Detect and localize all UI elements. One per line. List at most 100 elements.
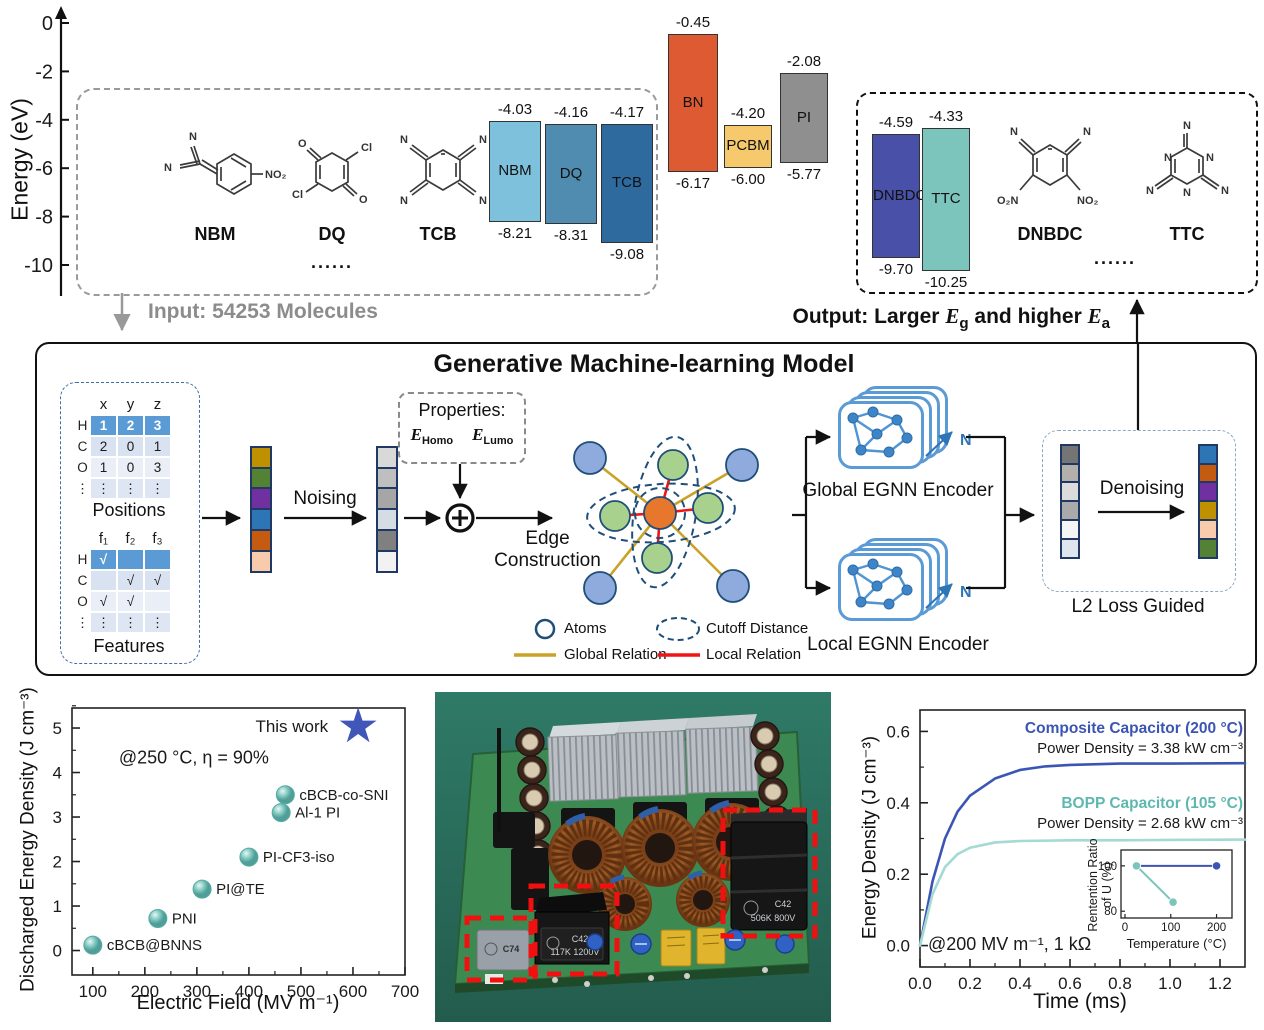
input-ellipsis: ...... xyxy=(310,252,353,272)
noised-vector xyxy=(376,445,398,573)
homo-value: -9.08 xyxy=(609,245,645,263)
svg-text:Power Density = 3.38 kW cm⁻³: Power Density = 3.38 kW cm⁻³ xyxy=(1037,740,1243,757)
lumo-value: -4.16 xyxy=(553,103,589,121)
molecule-name-dq: DQ xyxy=(318,224,346,244)
l2-loss-label: L2 Loss Guided xyxy=(1071,596,1205,617)
svg-text:cBCB@BNNS: cBCB@BNNS xyxy=(107,937,202,954)
svg-text:N: N xyxy=(1206,152,1214,164)
svg-text:0.2: 0.2 xyxy=(958,974,982,993)
svg-text:cBCB-co-SNI: cBCB-co-SNI xyxy=(299,787,388,804)
svg-text:Al-1 PI: Al-1 PI xyxy=(295,805,340,822)
molecule-name-tcb: TCB xyxy=(419,224,457,244)
time-chart-xlabel: Time (ms) xyxy=(1033,990,1127,1013)
svg-text:300: 300 xyxy=(183,982,211,1001)
input-caption: Input: 54253 Molecules xyxy=(148,300,378,323)
dq-structure: O Cl Cl O xyxy=(292,138,372,206)
output-caption: Output: Larger Eg and higher Ea xyxy=(792,304,1110,333)
svg-text:N: N xyxy=(1010,126,1018,138)
svg-text:600: 600 xyxy=(339,982,367,1001)
lumo-value: -4.20 xyxy=(730,104,766,122)
energy-bar-ttc: TTC xyxy=(922,127,970,272)
svg-text:@200 MV m⁻¹, 1 kΩ: @200 MV m⁻¹, 1 kΩ xyxy=(928,934,1091,954)
svg-text:0.4: 0.4 xyxy=(886,794,910,813)
svg-text:1.0: 1.0 xyxy=(1158,974,1182,993)
svg-text:0: 0 xyxy=(53,942,62,961)
local-encoder-label: Local EGNN Encoder xyxy=(807,634,989,655)
svg-text:0.8: 0.8 xyxy=(1108,974,1132,993)
nbm-structure: N N NO₂ xyxy=(164,131,287,195)
properties-box: Properties: EHomo ELumo xyxy=(398,392,526,464)
svg-text:Cl: Cl xyxy=(361,142,372,154)
svg-text:★: ★ xyxy=(337,700,380,753)
svg-text:N: N xyxy=(1164,152,1172,164)
output-molecules-box xyxy=(856,92,1258,294)
svg-text:N: N xyxy=(479,195,487,207)
molecular-graph xyxy=(573,435,759,605)
svg-text:100: 100 xyxy=(79,982,107,1001)
svg-text:200: 200 xyxy=(1207,922,1226,934)
svg-text:Temperature (°C): Temperature (°C) xyxy=(1127,936,1227,951)
noising-label: Noising xyxy=(293,488,357,509)
scatter-xlabel: Electric Field (MV m⁻¹) xyxy=(136,992,340,1014)
lumo-value: -4.17 xyxy=(609,103,645,121)
power-board-photo: C74 C42 117K 1200V C42 506K 800V xyxy=(435,692,831,1022)
svg-text:BOPP Capacitor (105 °C): BOPP Capacitor (105 °C) xyxy=(1061,795,1243,812)
svg-text:N: N xyxy=(1146,185,1154,197)
black-film-capacitor-right: C42 506K 800V xyxy=(730,808,808,931)
svg-text:N: N xyxy=(164,162,172,174)
ttc-structure: N N N N N N xyxy=(1146,120,1229,199)
lumo-value: -4.33 xyxy=(928,107,964,125)
energy-bar-label: PCBM xyxy=(726,137,770,155)
molecule-name-dnbdc: DNBDC xyxy=(1017,224,1083,244)
svg-text:400: 400 xyxy=(235,982,263,1001)
local-n-label: N xyxy=(960,584,972,601)
energy-bar-nbm: NBM xyxy=(489,120,541,222)
svg-text:100: 100 xyxy=(1098,861,1117,873)
energy-bar-tcb: TCB xyxy=(601,123,653,243)
latent-vector xyxy=(1060,443,1080,559)
svg-text:of U (%): of U (%) xyxy=(1100,862,1114,908)
svg-text:NO₂: NO₂ xyxy=(1077,195,1099,207)
legend-local-label: Local Relation xyxy=(706,646,802,663)
energy-bar-label: DNBDC xyxy=(873,186,927,204)
svg-text:N: N xyxy=(1183,120,1191,132)
properties-label: Properties: xyxy=(418,400,506,420)
svg-text:This work: This work xyxy=(255,717,328,736)
energy-bar-pi: PI xyxy=(780,73,828,163)
svg-text:PI-CF3-iso: PI-CF3-iso xyxy=(263,849,335,866)
svg-text:Rentention Ratio: Rentention Ratio xyxy=(1086,838,1100,931)
input-vector xyxy=(250,445,272,573)
lumo-value: -4.59 xyxy=(878,114,914,132)
positions-caption: Positions xyxy=(92,500,166,520)
energy-level-bars: NBM -4.03 -8.21 DQ -4.16 -8.31 TCB -4.17 -9.08 BN… xyxy=(0,0,1264,340)
dnbdc-structure: N N O₂N NO₂ xyxy=(997,126,1099,207)
svg-text:C42: C42 xyxy=(775,899,792,909)
e-lumo-label: ELumo xyxy=(472,425,514,448)
svg-text:2: 2 xyxy=(53,853,62,872)
svg-text:N: N xyxy=(400,195,408,207)
svg-text:0.6: 0.6 xyxy=(1058,974,1082,993)
molecule-name-nbm: NBM xyxy=(194,224,236,244)
svg-text:N: N xyxy=(189,131,197,143)
svg-text:N: N xyxy=(1221,185,1229,197)
svg-text:O: O xyxy=(298,138,307,150)
legend-cutoff-label: Cutoff Distance xyxy=(706,620,809,637)
svg-text:O: O xyxy=(359,194,368,206)
svg-text:1: 1 xyxy=(53,897,62,916)
svg-text:PI@TE: PI@TE xyxy=(216,881,265,898)
global-encoder-label: Global EGNN Encoder xyxy=(802,480,994,501)
homo-value: -6.00 xyxy=(730,171,766,189)
features-caption: Features xyxy=(93,636,165,656)
svg-text:N: N xyxy=(1083,126,1091,138)
blue-trimmers xyxy=(586,929,795,955)
output-ellipsis: ...... xyxy=(1093,248,1136,268)
energy-bar-label: TTC xyxy=(931,190,961,208)
egnn-graph xyxy=(847,406,913,458)
svg-text:Composite Capacitor (200 °C): Composite Capacitor (200 °C) xyxy=(1025,720,1243,737)
highlight-boxes xyxy=(464,807,818,983)
vector-cell xyxy=(250,549,272,573)
svg-text:PNI: PNI xyxy=(172,910,197,927)
denoised-vector xyxy=(1198,443,1218,559)
lumo-value: -2.08 xyxy=(786,53,822,71)
